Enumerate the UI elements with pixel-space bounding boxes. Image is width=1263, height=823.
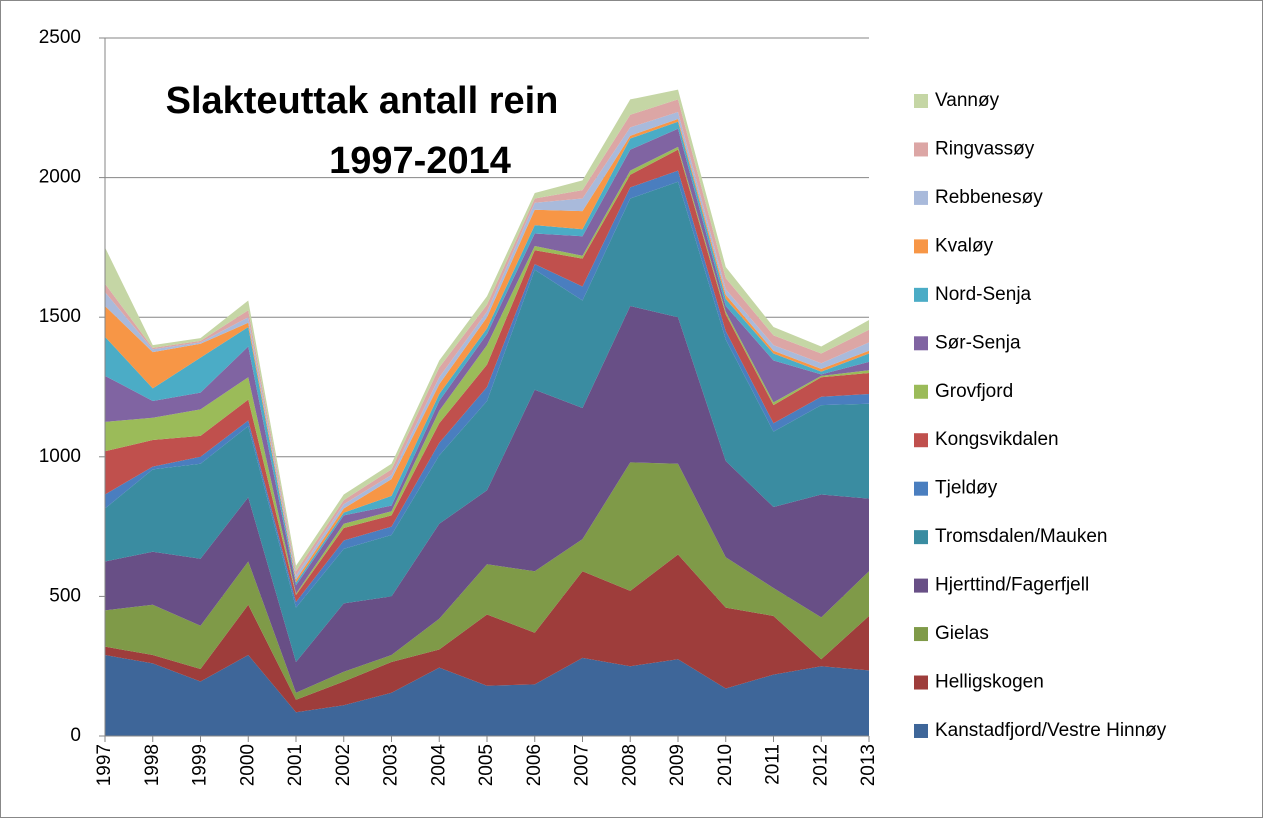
x-tick-label: 2010 bbox=[715, 744, 736, 786]
legend-label: Tromsdalen/Mauken bbox=[935, 526, 1107, 547]
legend-label: Gielas bbox=[935, 623, 989, 644]
legend-label: Nord-Senja bbox=[935, 284, 1032, 305]
area bbox=[105, 306, 869, 693]
x-tick-label: 2004 bbox=[428, 744, 449, 787]
legend-swatch bbox=[914, 578, 928, 593]
area bbox=[105, 170, 869, 608]
x-tick-label: 2005 bbox=[476, 744, 497, 786]
legend-swatch bbox=[914, 94, 928, 108]
y-tick-label: 1000 bbox=[39, 446, 81, 467]
legend-label: Vannøy bbox=[935, 90, 1000, 111]
legend-swatch bbox=[914, 190, 928, 205]
legend-label: Helligskogen bbox=[935, 672, 1044, 693]
legend-swatch bbox=[914, 384, 928, 399]
y-tick-label: 1500 bbox=[39, 306, 81, 327]
x-tick-label: 1997 bbox=[94, 744, 115, 786]
legend-swatch bbox=[914, 530, 928, 545]
x-tick-label: 2013 bbox=[858, 744, 879, 786]
x-tick-label: 1998 bbox=[142, 744, 163, 786]
x-tick-label: 2007 bbox=[572, 744, 593, 786]
legend-label: Kanstadfjord/Vestre Hinnøy bbox=[935, 720, 1167, 741]
legend-swatch bbox=[914, 239, 928, 254]
x-tick-label: 2011 bbox=[763, 744, 784, 785]
legend-swatch bbox=[914, 433, 928, 448]
chart-title: 1997-2014 bbox=[329, 140, 511, 182]
legend-label: Hjerttind/Fagerfjell bbox=[935, 575, 1089, 596]
x-tick-label: 1999 bbox=[190, 744, 211, 786]
legend-label: Kvaløy bbox=[935, 235, 994, 256]
y-tick-label: 2000 bbox=[39, 167, 81, 188]
x-tick-label: 2003 bbox=[381, 744, 402, 786]
area bbox=[105, 655, 869, 736]
legend-swatch bbox=[914, 336, 928, 351]
y-tick-label: 0 bbox=[70, 725, 81, 746]
axes: 0 500 1000 1500 2000 2500 1997 1998 1999 2000 2001… bbox=[39, 27, 879, 786]
legend-swatch bbox=[914, 723, 928, 738]
x-tick-label: 2012 bbox=[810, 744, 831, 786]
legend-label: Ringvassøy bbox=[935, 138, 1035, 159]
area bbox=[105, 462, 869, 700]
area bbox=[105, 149, 869, 602]
legend-label: Rebbenesøy bbox=[935, 187, 1043, 208]
legend-label: Sør-Senja bbox=[935, 332, 1021, 353]
x-tick-label: 2001 bbox=[285, 744, 306, 786]
legend-label: Grovfjord bbox=[935, 381, 1013, 402]
x-tick-label: 2008 bbox=[619, 744, 640, 786]
area bbox=[105, 554, 869, 713]
area bbox=[105, 181, 869, 663]
legend-swatch bbox=[914, 142, 928, 157]
chart-title: Slakteuttak antall rein bbox=[166, 80, 559, 122]
legend-swatch bbox=[914, 627, 928, 642]
legend-label: Kongsvikdalen bbox=[935, 429, 1059, 450]
legend: Kanstadfjord/Vestre Hinnøy Helligskogen Gi… bbox=[914, 90, 1167, 741]
y-tick-label: 2500 bbox=[39, 27, 81, 48]
legend-swatch bbox=[914, 675, 928, 690]
x-tick-label: 2002 bbox=[333, 744, 354, 786]
x-tick-label: 2009 bbox=[667, 744, 688, 786]
x-tick-label: 2006 bbox=[524, 744, 545, 786]
x-tick-label: 2000 bbox=[237, 744, 258, 786]
legend-swatch bbox=[914, 287, 928, 302]
y-tick-label: 500 bbox=[49, 585, 81, 606]
areas bbox=[105, 89, 869, 736]
legend-label: Tjeldøy bbox=[935, 478, 998, 499]
legend-swatch bbox=[914, 481, 928, 496]
